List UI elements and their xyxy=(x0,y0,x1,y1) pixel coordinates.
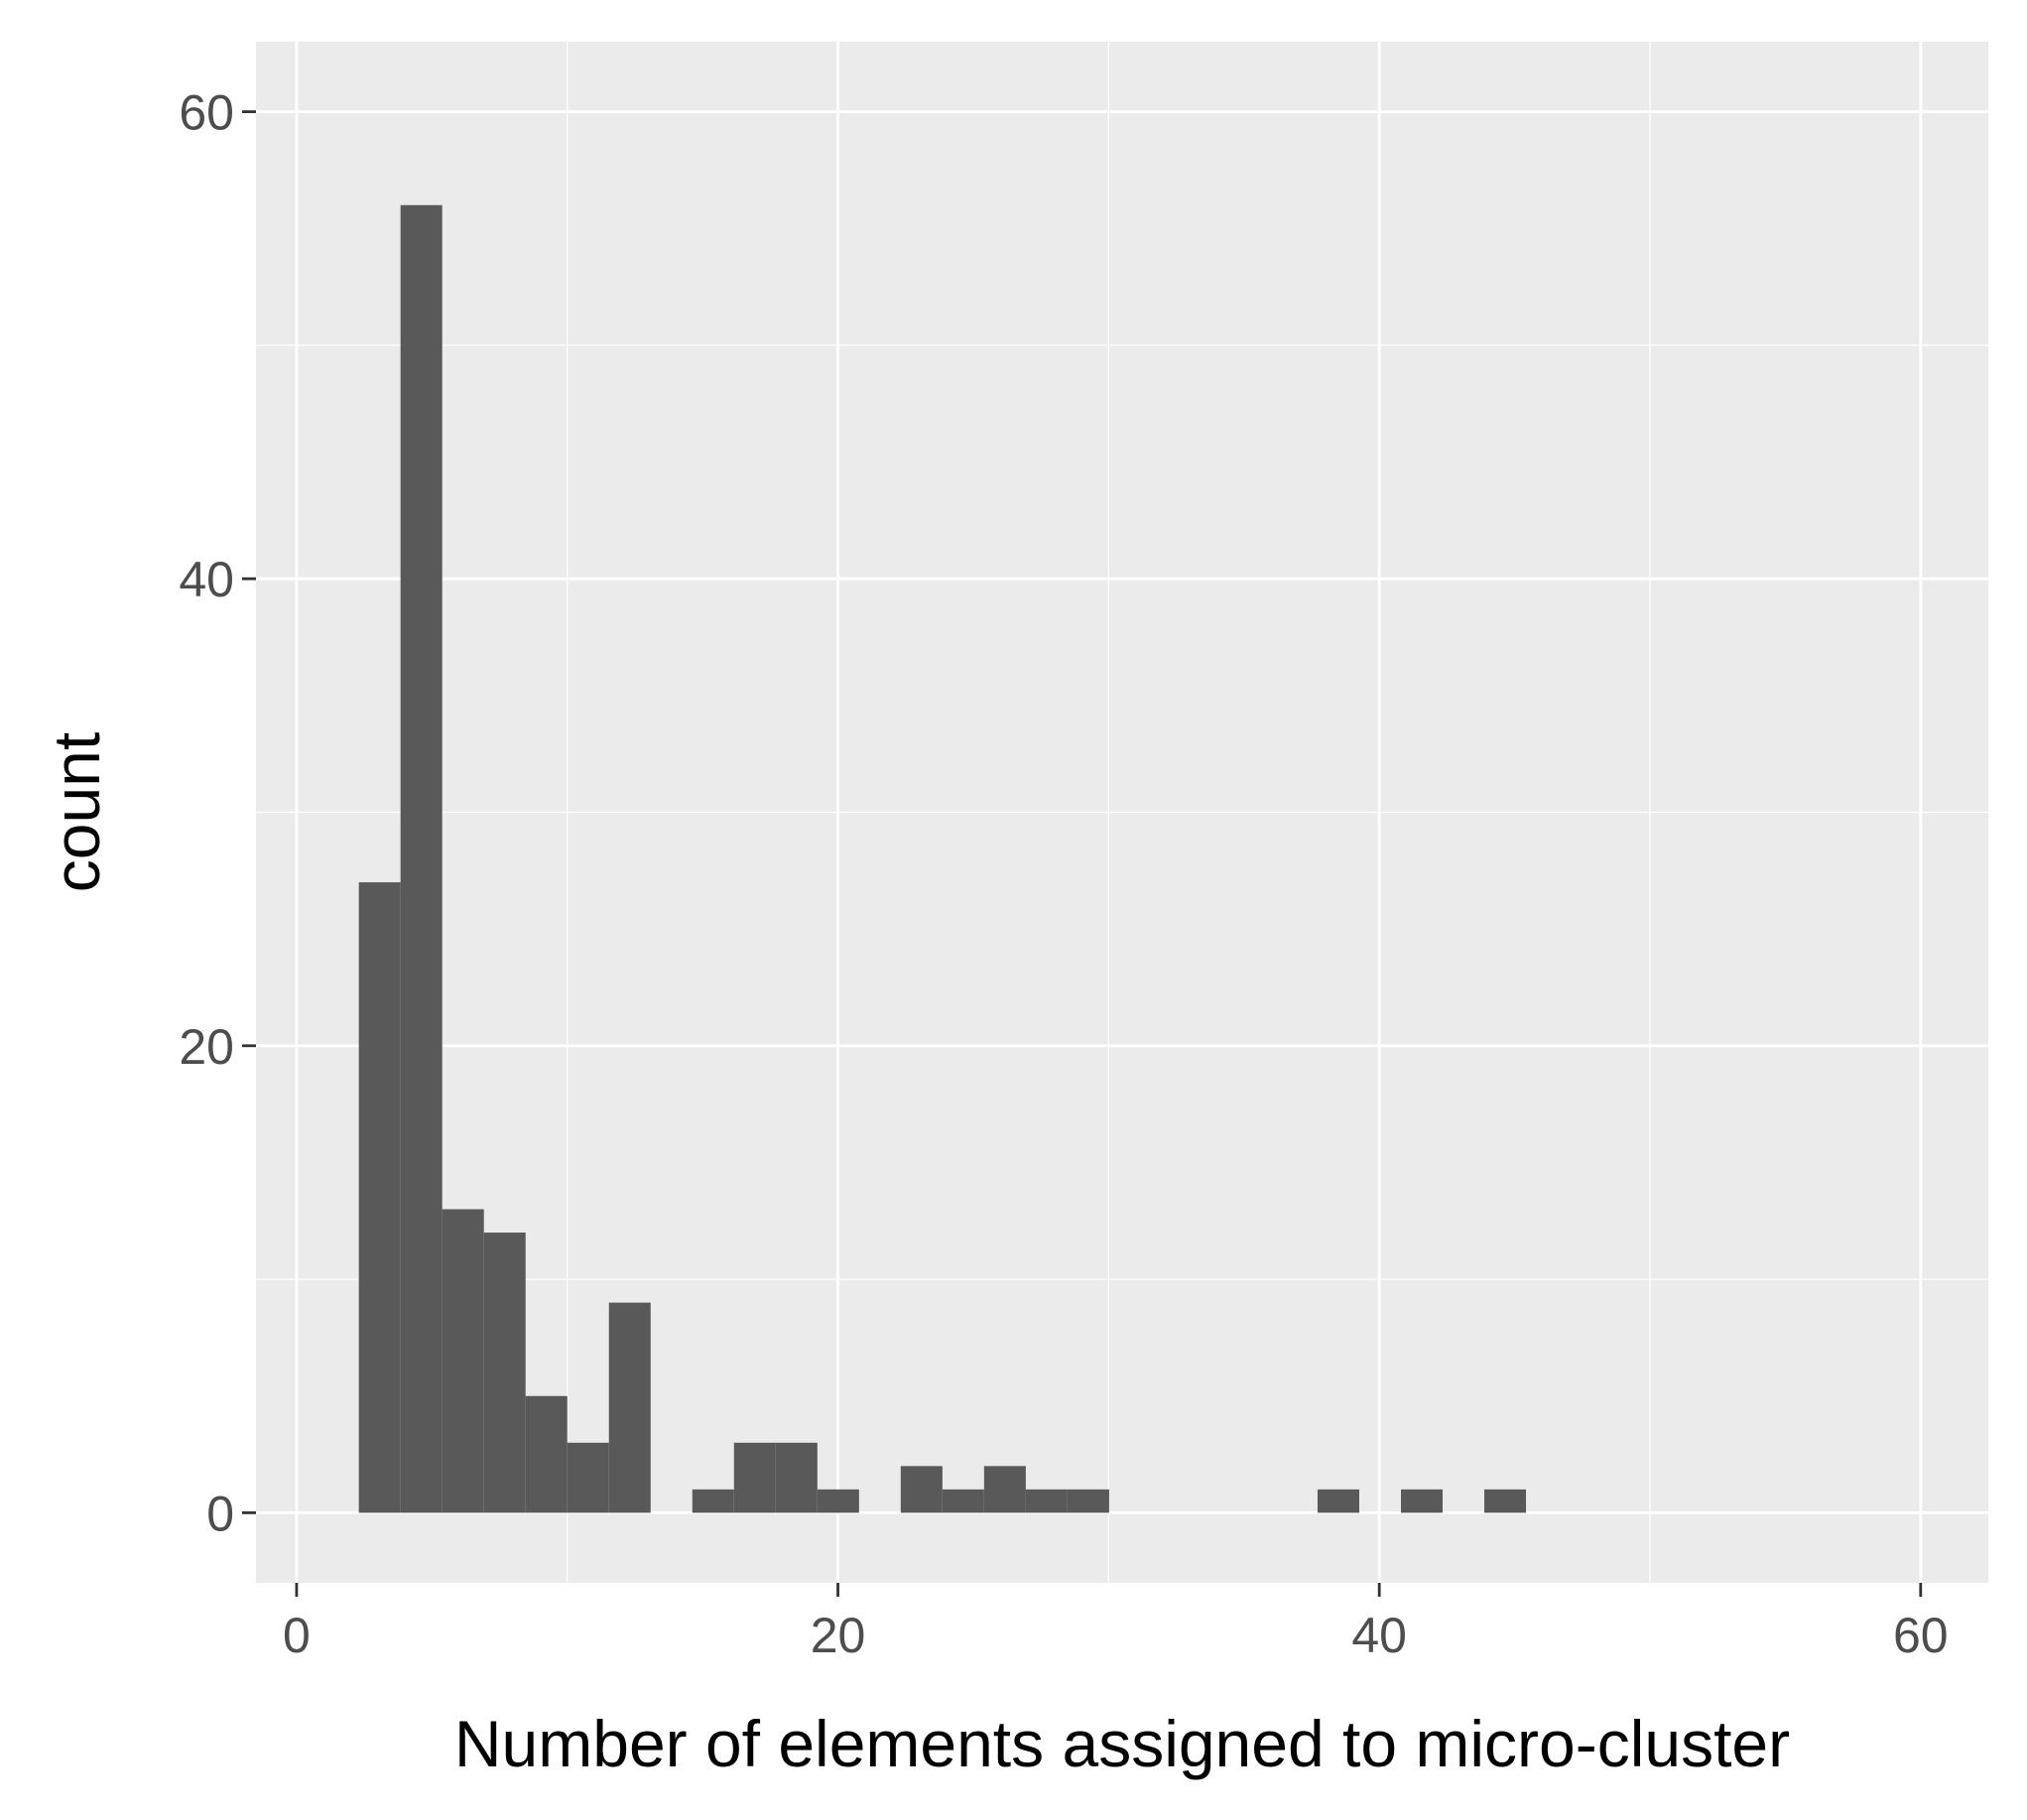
histogram-bar xyxy=(1025,1489,1068,1513)
x-axis-title: Number of elements assigned to micro-clu… xyxy=(454,1707,1790,1780)
x-tick-label: 60 xyxy=(1893,1608,1949,1663)
histogram-bar xyxy=(442,1209,484,1513)
histogram-bar xyxy=(775,1442,818,1513)
x-tick-label: 40 xyxy=(1351,1608,1407,1663)
histogram-bars xyxy=(358,204,1527,1513)
y-tick-label: 0 xyxy=(206,1486,234,1541)
minor-gridlines xyxy=(256,42,1988,1583)
histogram-bar xyxy=(483,1233,526,1513)
y-tick-label: 20 xyxy=(179,1019,234,1075)
y-axis-title: count xyxy=(40,732,113,892)
histogram-bar xyxy=(1317,1489,1359,1513)
y-axis: 0 20 40 60 xyxy=(179,85,256,1541)
histogram-bar xyxy=(942,1489,984,1513)
histogram-bar xyxy=(608,1302,651,1513)
histogram-bar xyxy=(692,1489,734,1513)
histogram-bar xyxy=(1067,1489,1109,1513)
y-tick-label: 60 xyxy=(179,85,234,141)
histogram-bar xyxy=(733,1442,776,1513)
histogram-bar xyxy=(1400,1489,1444,1513)
histogram-bar xyxy=(567,1442,609,1513)
histogram-bar xyxy=(358,882,401,1513)
histogram-bar xyxy=(983,1466,1026,1513)
histogram-bar xyxy=(525,1395,568,1513)
histogram-bar xyxy=(900,1466,943,1513)
x-tick-label: 0 xyxy=(283,1608,311,1663)
histogram-bar xyxy=(400,204,443,1513)
histogram-bar xyxy=(817,1489,859,1513)
histogram-bar xyxy=(1484,1489,1527,1513)
x-axis: 0 20 40 60 xyxy=(283,1583,1949,1663)
x-tick-label: 20 xyxy=(811,1608,866,1663)
y-tick-label: 40 xyxy=(179,552,234,607)
